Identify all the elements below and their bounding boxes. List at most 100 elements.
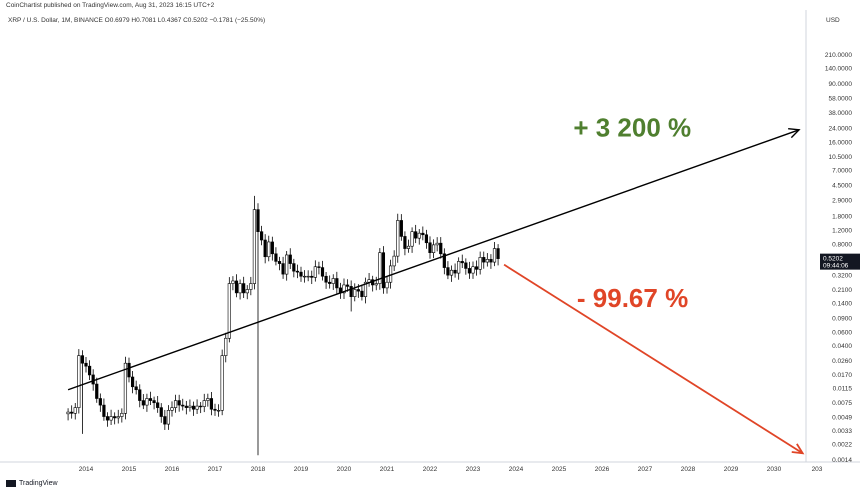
candle-body	[360, 290, 364, 297]
candle-body	[95, 383, 99, 399]
candle-body	[152, 400, 156, 404]
candle-body	[331, 278, 335, 284]
brand-name: TradingView	[19, 480, 58, 487]
x-tick-label: 2023	[466, 466, 481, 473]
y-tick-label: 0.0075	[832, 400, 852, 407]
y-tick-label: 10.5000	[829, 154, 853, 161]
candle-body	[342, 284, 346, 294]
y-tick-label: 0.0260	[832, 358, 852, 365]
candle-body	[295, 270, 300, 273]
candle-body	[381, 252, 386, 289]
publisher-line: CoinChartist published on TradingView.co…	[6, 2, 215, 9]
y-tick-label: 24.0000	[829, 126, 853, 133]
candle-body	[120, 412, 124, 417]
candle-body	[188, 405, 192, 408]
candle-body	[130, 376, 135, 388]
candle-body	[256, 209, 260, 232]
x-tick-label: 2020	[337, 466, 352, 473]
symbol-legend: XRP / U.S. Dollar, 1M, BINANCE O0.6979 H…	[8, 17, 266, 24]
candle-body	[141, 400, 145, 406]
candle-body	[496, 248, 500, 259]
x-tick-label: 2022	[423, 466, 438, 473]
candle-body	[374, 283, 378, 286]
candle-body	[299, 271, 303, 277]
candle-body	[313, 266, 317, 278]
x-tick-label: 203	[812, 466, 823, 473]
candle-body	[73, 407, 77, 414]
candle-body	[238, 283, 242, 294]
candle-body	[363, 281, 368, 297]
candle-body	[274, 253, 278, 262]
y-tick-label: 7.0000	[832, 168, 852, 175]
candle-body	[449, 269, 454, 276]
candle-body	[181, 404, 185, 407]
candle-body	[335, 278, 339, 289]
candle-body	[446, 267, 450, 276]
x-tick-label: 2026	[595, 466, 610, 473]
y-tick-label: 0.8000	[832, 241, 852, 248]
y-tick-label: 0.1400	[832, 301, 852, 308]
x-tick-label: 2015	[122, 466, 137, 473]
candle-body	[385, 281, 389, 289]
candle-body	[281, 263, 285, 275]
x-tick-label: 2019	[294, 466, 309, 473]
candle-body	[349, 286, 353, 297]
x-tick-label: 2014	[79, 466, 94, 473]
y-tick-label: 2.9000	[832, 198, 852, 205]
candle-body	[163, 416, 167, 425]
candle-body	[173, 400, 178, 408]
candle-body	[378, 252, 382, 284]
y-tick-label: 0.0022	[832, 442, 852, 449]
candle-body	[184, 405, 188, 408]
candle-body	[123, 362, 128, 414]
candle-body	[356, 289, 360, 292]
candle-body	[259, 231, 264, 241]
candle-body	[199, 405, 203, 408]
tradingview-brand: TradingView	[6, 480, 58, 487]
x-tick-label: 2017	[208, 466, 223, 473]
candle-body	[159, 407, 163, 417]
candle-body	[224, 337, 228, 356]
candle-body	[216, 410, 221, 412]
candle-body	[489, 259, 493, 263]
candle-body	[485, 259, 489, 263]
candle-body	[249, 283, 253, 290]
candle-body	[399, 220, 403, 237]
candle-body	[471, 266, 475, 274]
candle-body	[492, 248, 497, 263]
candle-body	[170, 407, 174, 411]
y-tick-label: 38.0000	[829, 110, 853, 117]
candle-body	[396, 220, 400, 257]
candle-body	[317, 266, 321, 268]
candle-body	[324, 275, 328, 283]
candle-body	[320, 267, 325, 277]
candle-body	[478, 257, 482, 270]
x-tick-label: 2029	[724, 466, 739, 473]
projection-arrow-head-icon	[791, 443, 805, 455]
candle-body	[191, 405, 196, 410]
candle-body	[242, 283, 246, 294]
candle-body	[113, 416, 117, 419]
candle-body	[424, 234, 429, 244]
candle-body	[245, 289, 249, 294]
y-tick-label: 0.0033	[832, 428, 852, 435]
candle-body	[84, 362, 88, 367]
bar-countdown: 09:44:06	[823, 263, 849, 270]
candle-body	[270, 241, 274, 255]
candle-body	[134, 386, 138, 391]
candle-body	[410, 231, 414, 247]
candle-body	[80, 355, 85, 364]
candle-body	[91, 374, 95, 385]
y-tick-label: 16.0000	[829, 139, 853, 146]
y-tick-label: 210.0000	[825, 52, 852, 59]
y-tick-label: 0.0170	[832, 372, 852, 379]
candle-body	[302, 275, 307, 278]
y-tick-label: 90.0000	[829, 81, 853, 88]
candle-body	[414, 231, 418, 239]
candle-body	[263, 239, 267, 258]
y-tick-label: 0.2100	[832, 287, 852, 294]
candle-body	[206, 398, 210, 401]
candle-body	[105, 416, 110, 421]
candle-body	[202, 400, 206, 407]
